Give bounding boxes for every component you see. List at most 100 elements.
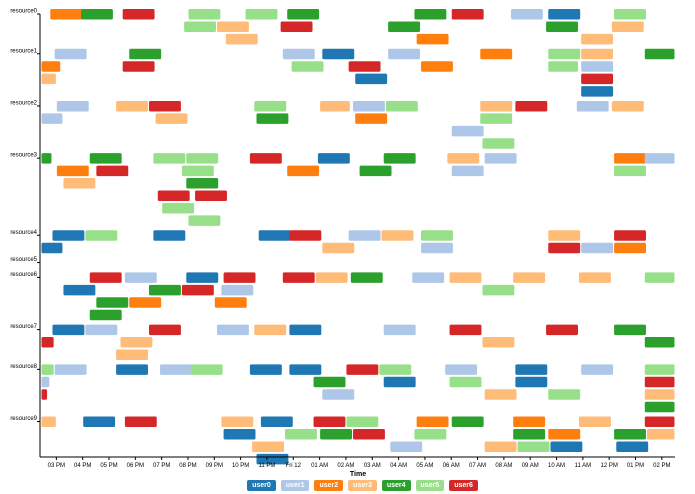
bar-resource1-user6[interactable] [348, 61, 381, 72]
bar-resource4-user2[interactable] [614, 242, 646, 254]
bar-resource3-user6[interactable] [195, 190, 227, 202]
bar-resource9-user3[interactable] [252, 441, 285, 452]
bar-resource9-user5[interactable] [414, 429, 447, 440]
bar-resource2-user5[interactable] [254, 100, 287, 112]
bar-resource4-user0[interactable] [52, 230, 85, 241]
bar-resource9-user6[interactable] [353, 429, 385, 440]
bar-resource8-user4[interactable] [644, 401, 675, 413]
bar-resource0-user6[interactable] [280, 21, 313, 32]
bar-resource4-user6[interactable] [289, 230, 322, 241]
bar-resource2-user5[interactable] [482, 138, 515, 149]
bar-resource4-user1[interactable] [421, 242, 453, 254]
bar-resource8-user0[interactable] [289, 364, 322, 375]
bar-resource3-user1[interactable] [484, 153, 517, 164]
bar-resource3-user6[interactable] [249, 153, 282, 164]
bar-resource8-user1[interactable] [41, 376, 50, 388]
bar-resource3-user4[interactable] [186, 178, 219, 189]
bar-resource2-user3[interactable] [320, 100, 350, 112]
bar-resource8-user5[interactable] [41, 364, 54, 375]
bar-resource7-user1[interactable] [85, 324, 118, 336]
bar-resource4-user5[interactable] [421, 230, 453, 241]
bar-resource4-user3[interactable] [381, 230, 414, 241]
bar-resource8-user0[interactable] [249, 364, 282, 375]
bar-resource4-user0[interactable] [41, 242, 63, 254]
bar-resource2-user5[interactable] [480, 113, 513, 124]
bar-resource0-user3[interactable] [581, 33, 614, 45]
bar-resource7-user4[interactable] [614, 324, 646, 336]
bar-resource0-user5[interactable] [245, 9, 278, 20]
bar-resource3-user0[interactable] [317, 153, 350, 164]
bar-resource6-user2[interactable] [214, 297, 247, 308]
bar-resource1-user5[interactable] [291, 61, 324, 72]
bar-resource6-user0[interactable] [186, 272, 219, 283]
bar-resource6-user1[interactable] [412, 272, 445, 283]
bar-resource8-user5[interactable] [190, 364, 223, 375]
bar-resource0-user5[interactable] [614, 9, 646, 20]
bar-resource6-user5[interactable] [644, 272, 675, 283]
bar-resource6-user0[interactable] [63, 284, 96, 296]
bar-resource8-user0[interactable] [383, 376, 416, 388]
bar-resource1-user3[interactable] [581, 48, 614, 60]
bar-resource7-user3[interactable] [116, 349, 148, 361]
bar-resource0-user3[interactable] [611, 21, 644, 32]
bar-resource7-user1[interactable] [217, 324, 249, 336]
bar-resource3-user5[interactable] [181, 165, 214, 177]
bar-resource6-user1[interactable] [124, 272, 157, 283]
bar-resource9-user4[interactable] [614, 429, 646, 440]
bar-resource9-user2[interactable] [548, 429, 581, 440]
bar-resource2-user5[interactable] [385, 100, 418, 112]
bar-resource1-user2[interactable] [480, 48, 513, 60]
bar-resource1-user2[interactable] [421, 61, 453, 72]
bar-resource8-user1[interactable] [581, 364, 614, 375]
bar-resource9-user4[interactable] [451, 416, 484, 428]
bar-resource8-user3[interactable] [484, 389, 517, 400]
bar-resource8-user6[interactable] [41, 389, 48, 400]
bar-resource4-user0[interactable] [153, 230, 186, 241]
bar-resource3-user3[interactable] [63, 178, 96, 189]
bar-resource6-user3[interactable] [578, 272, 611, 283]
bar-resource4-user6[interactable] [614, 230, 646, 241]
bar-resource8-user5[interactable] [548, 389, 581, 400]
bar-resource8-user0[interactable] [515, 364, 548, 375]
legend-item-user4[interactable]: user4 [381, 480, 411, 491]
bar-resource0-user1[interactable] [510, 9, 543, 20]
bar-resource8-user1[interactable] [54, 364, 87, 375]
bar-resource2-user1[interactable] [576, 100, 609, 112]
bar-resource7-user4[interactable] [644, 337, 675, 348]
bar-resource0-user5[interactable] [188, 9, 221, 20]
bar-resource3-user4[interactable] [89, 153, 122, 164]
bar-resource7-user3[interactable] [120, 337, 153, 348]
bar-resource7-user6[interactable] [41, 337, 54, 348]
bar-resource4-user1[interactable] [348, 230, 381, 241]
bar-resource6-user6[interactable] [89, 272, 122, 283]
bar-resource3-user5[interactable] [162, 202, 195, 214]
bar-resource8-user4[interactable] [313, 376, 346, 388]
bar-resource7-user6[interactable] [449, 324, 482, 336]
bar-resource6-user1[interactable] [221, 284, 254, 296]
bar-resource3-user6[interactable] [96, 165, 129, 177]
bar-resource9-user4[interactable] [513, 429, 546, 440]
bar-resource6-user4[interactable] [148, 284, 181, 296]
bar-resource2-user3[interactable] [155, 113, 188, 124]
bar-resource8-user5[interactable] [449, 376, 482, 388]
bar-resource2-user6[interactable] [148, 100, 181, 112]
bar-resource8-user6[interactable] [346, 364, 379, 375]
bar-resource0-user3[interactable] [217, 21, 249, 32]
bar-resource4-user5[interactable] [85, 230, 118, 241]
bar-resource6-user4[interactable] [89, 309, 122, 321]
bar-resource3-user4[interactable] [41, 153, 52, 164]
bar-resource3-user2[interactable] [614, 153, 646, 164]
bar-resource1-user5[interactable] [548, 48, 581, 60]
bar-resource2-user2[interactable] [355, 113, 388, 124]
bar-resource6-user4[interactable] [96, 297, 129, 308]
bar-resource1-user4[interactable] [129, 48, 162, 60]
legend-item-user3[interactable]: user3 [348, 480, 377, 491]
bar-resource1-user6[interactable] [122, 61, 155, 72]
bar-resource2-user1[interactable] [56, 100, 89, 112]
bar-resource6-user6[interactable] [181, 284, 214, 296]
bar-resource6-user3[interactable] [315, 272, 348, 283]
bar-resource1-user1[interactable] [54, 48, 87, 60]
bar-resource9-user3[interactable] [646, 429, 675, 440]
bar-resource6-user5[interactable] [482, 284, 515, 296]
bar-resource9-user6[interactable] [644, 416, 675, 428]
